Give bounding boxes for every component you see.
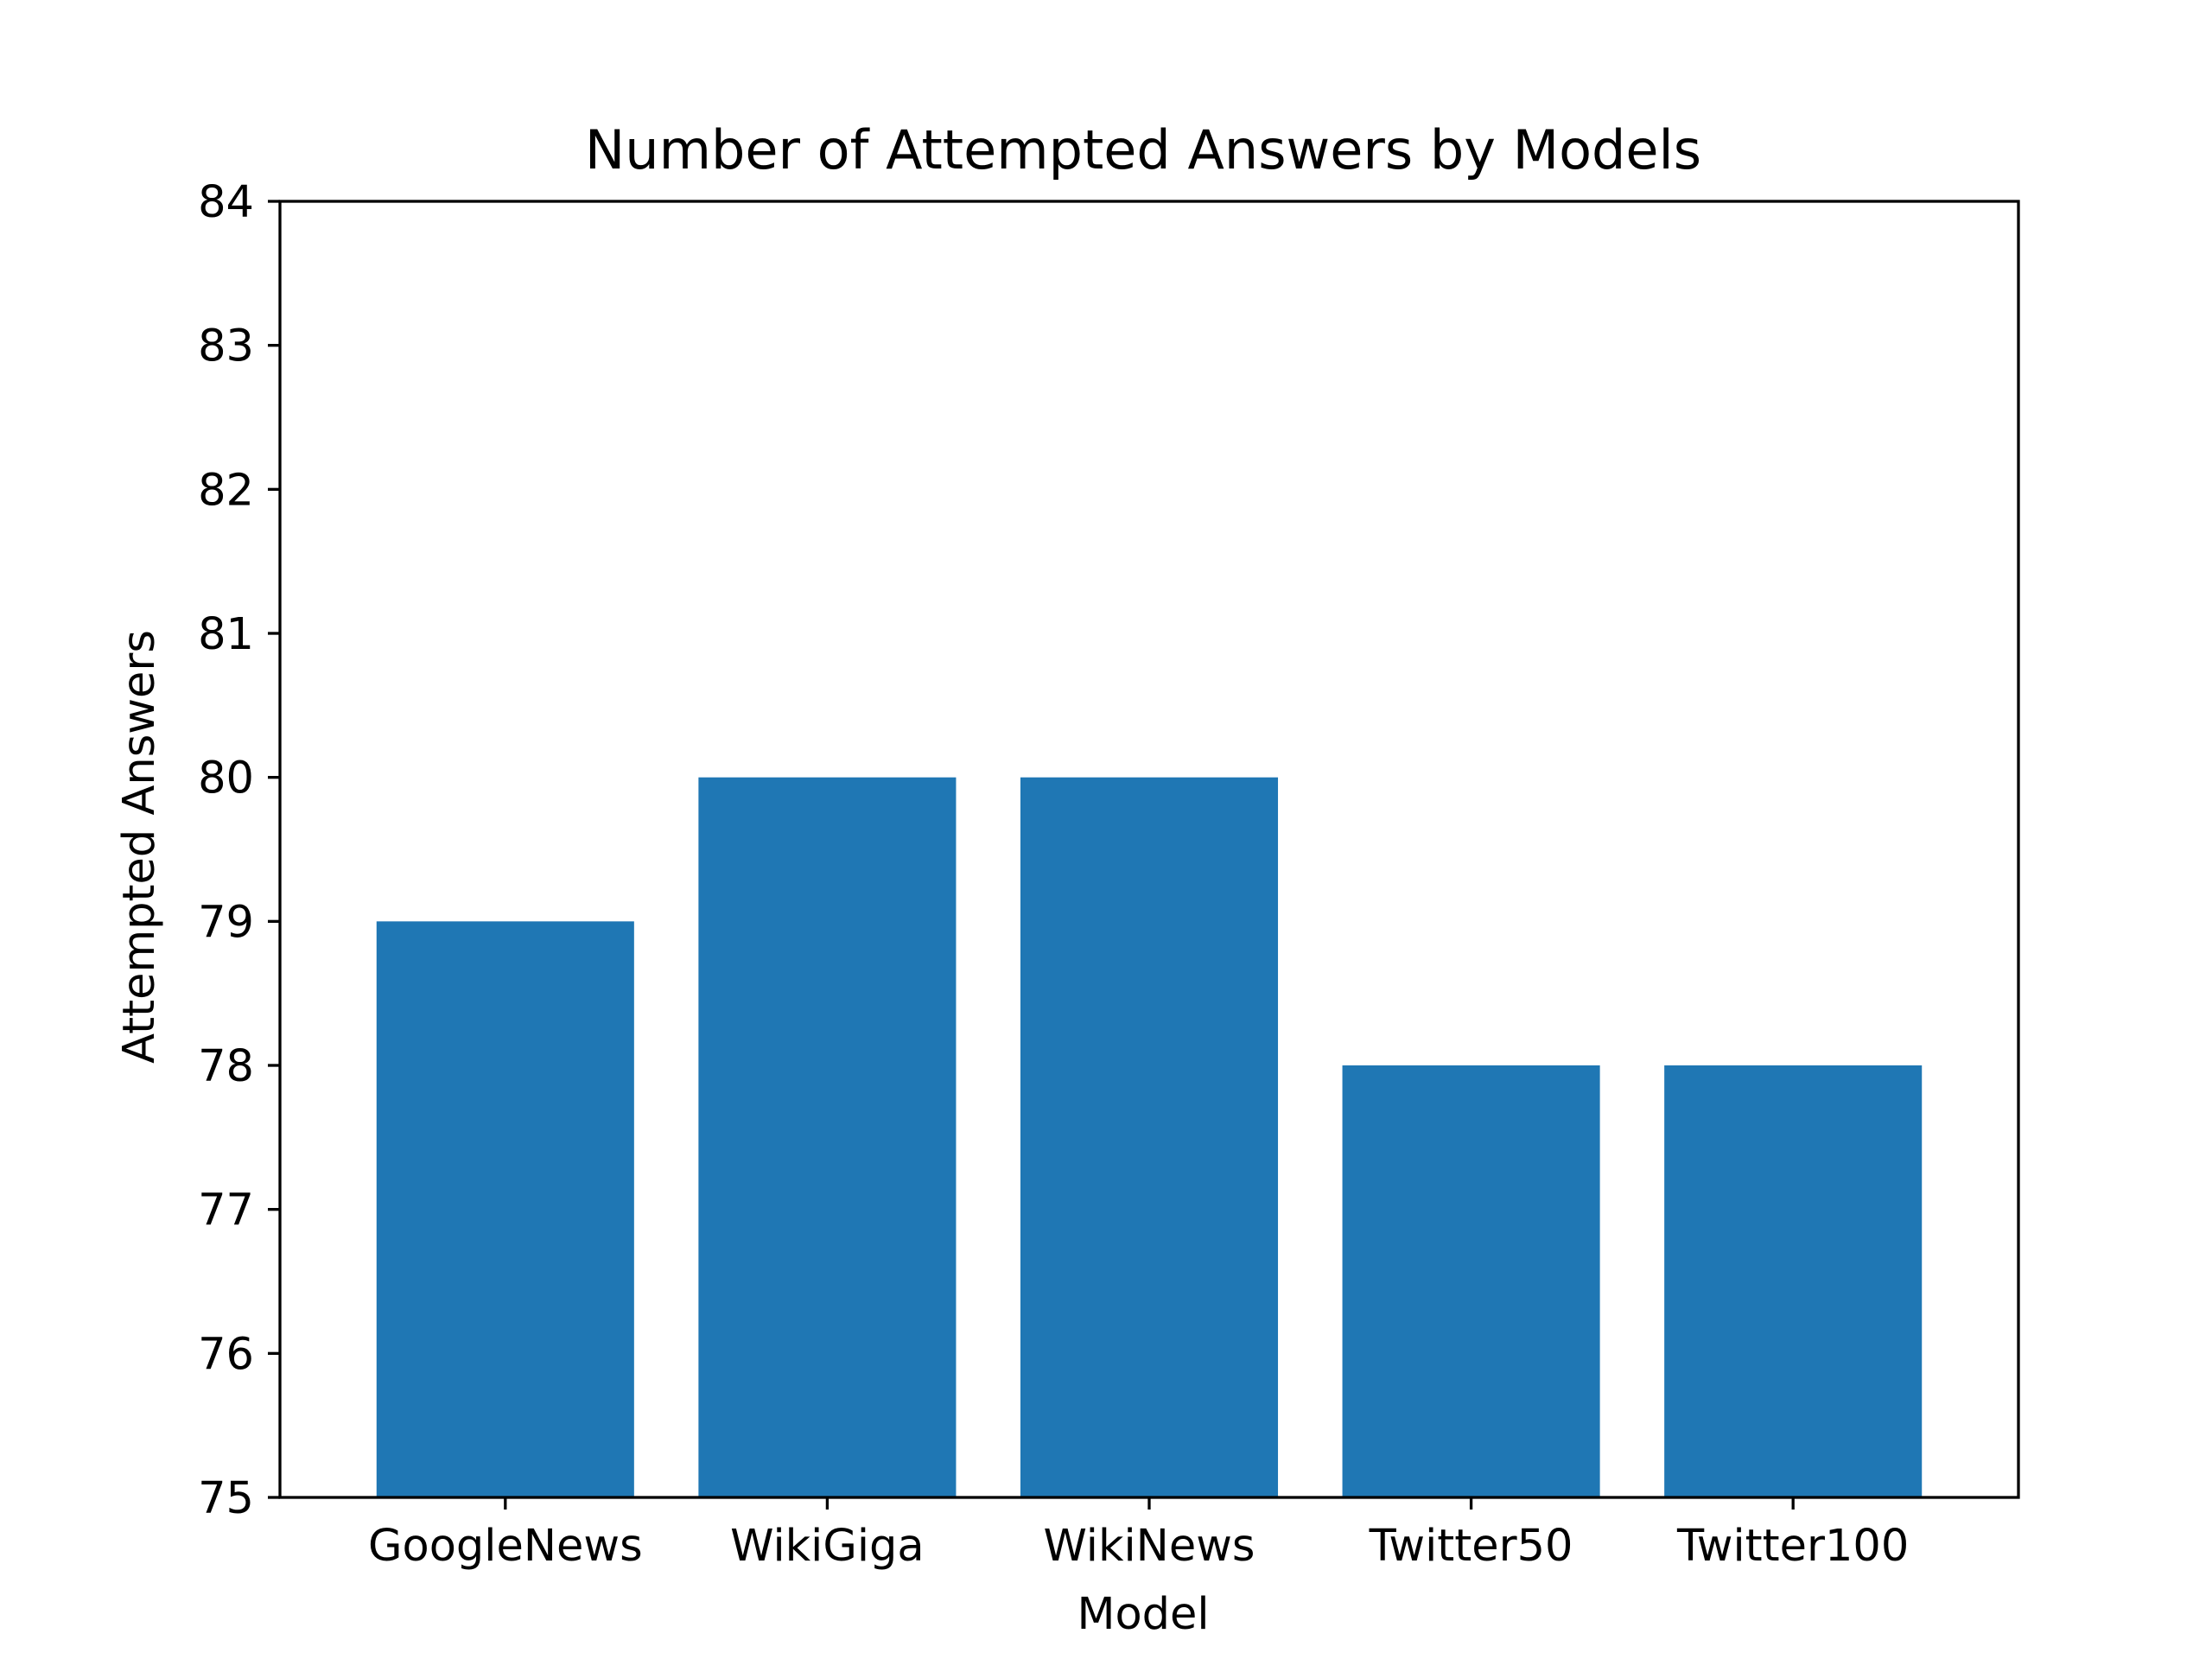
x-tick-label: Twitter100	[1676, 1521, 1909, 1572]
y-tick-label: 82	[198, 465, 254, 516]
x-tick-label: Twitter50	[1369, 1521, 1573, 1572]
y-tick-label: 84	[198, 177, 254, 228]
chart-title: Number of Attempted Answers by Models	[585, 118, 1701, 181]
x-tick-label: WikiGiga	[730, 1521, 925, 1572]
y-tick-label: 80	[198, 753, 254, 804]
y-tick-label: 78	[198, 1041, 254, 1092]
bar-twitter100	[1664, 1065, 1923, 1497]
y-tick-label: 83	[198, 321, 254, 372]
bar-twitter50	[1342, 1065, 1600, 1497]
bars-group	[376, 777, 1923, 1497]
y-tick-label: 81	[198, 609, 254, 660]
x-axis-title: Model	[1077, 1589, 1209, 1640]
y-tick-label: 77	[198, 1185, 254, 1236]
x-tick-label: WikiNews	[1044, 1521, 1255, 1572]
plot-frame	[278, 200, 2020, 1499]
y-axis-title: Attempted Answers	[114, 630, 165, 1064]
bar-wikinews	[1020, 777, 1279, 1497]
y-axis-ticks: 75 76 77 78 79 80 81 82 83 84	[198, 177, 280, 1524]
x-axis-ticks: GoogleNews WikiGiga WikiNews Twitter50 Twitt…	[368, 1497, 1909, 1572]
x-tick-label: GoogleNews	[368, 1521, 643, 1572]
y-tick-label: 76	[198, 1329, 254, 1380]
y-tick-label: 79	[198, 897, 254, 948]
y-tick-label: 75	[198, 1473, 254, 1524]
bar-googlenews	[376, 921, 634, 1497]
bar-wikigiga	[698, 777, 957, 1497]
